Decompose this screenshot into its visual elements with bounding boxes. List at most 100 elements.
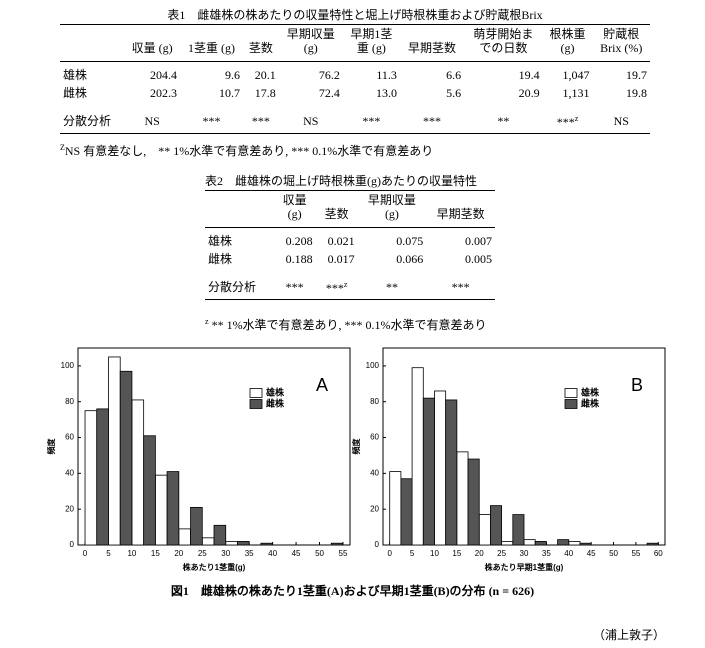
cell: *** — [202, 113, 221, 128]
y-tick-label: 80 — [370, 397, 379, 406]
x-tick-label: 0 — [83, 549, 88, 558]
bar — [108, 356, 121, 546]
y-tick-label: 20 — [65, 504, 74, 513]
header-cell: 早期茎数 — [426, 190, 495, 228]
row: 雄株 204.4 9.6 20.1 76.2 11.3 6.6 19.4 1,047 19.7 — [60, 62, 650, 85]
note-mark: z — [205, 317, 209, 326]
bar — [96, 408, 109, 546]
anova-row: 分散分析 NS *** *** NS *** *** ** ***z NS — [60, 102, 650, 134]
x-tick-label: 30 — [520, 549, 529, 558]
cell: 0.188 — [285, 252, 313, 266]
cell: *** — [251, 113, 270, 128]
x-tick-label: 25 — [497, 549, 506, 558]
table: 収量 (g) 茎数 早期収量 (g) 早期茎数 雄株 0.208 0.021 0.075 0.0… — [205, 190, 495, 300]
table: 収量 (g) 1茎重 (g) 茎数 早期収量 (g) 早期1茎 重 (g) 早期茎数 萌芽開… — [60, 24, 650, 134]
header-cell: 早期収量 (g) — [357, 190, 427, 228]
note-text: NS 有意差なし, ** 1%水準で有意差あり, *** 0.1%水準で有意差あ… — [64, 144, 434, 158]
legend-label: 雌株 — [581, 397, 600, 408]
bar — [445, 399, 458, 546]
cell: 1,047 — [562, 68, 590, 82]
legend-swatch — [564, 388, 578, 398]
bar — [330, 542, 344, 546]
cell: *** — [285, 279, 304, 294]
y-tick-label: 0 — [375, 540, 380, 549]
cell: 72.4 — [318, 86, 340, 100]
cell: ** — [385, 279, 398, 294]
header-cell: 収量 (g) — [124, 24, 181, 62]
cell: NS — [144, 113, 160, 128]
table-title: 表1 雌雄株の株あたりの収量特性と堀上げ時根株重および貯蔵根Brix — [167, 8, 543, 22]
bar — [154, 474, 168, 546]
bar — [178, 528, 191, 546]
x-tick-label: 5 — [106, 549, 111, 558]
y-tick-label: 40 — [65, 468, 74, 477]
x-tick-label: 20 — [475, 549, 484, 558]
cell: 6.6 — [446, 68, 462, 82]
header-cell: 1茎重 (g) — [180, 24, 244, 62]
figure-caption: 図1 雌雄株の株あたり1茎重(A)および早期1茎重(B)の分布 (n = 626… — [170, 584, 535, 598]
bar — [557, 539, 570, 546]
cell: *** — [451, 279, 470, 294]
x-axis-label: 株あたり早期1茎重(g) — [485, 562, 564, 572]
cell: NS — [303, 113, 319, 128]
x-tick-label: 10 — [430, 549, 439, 558]
cell: 76.2 — [318, 68, 340, 82]
bar — [646, 542, 659, 546]
cell: 0.007 — [465, 234, 492, 248]
x-tick-label: 30 — [221, 549, 230, 558]
row: 雌株 0.188 0.017 0.066 0.005 — [205, 250, 495, 268]
legend-swatch — [249, 388, 263, 398]
legend-swatch — [564, 399, 578, 409]
x-tick-label: 10 — [127, 549, 136, 558]
table-note: ZNS 有意差なし, ** 1%水準で有意差あり, *** 0.1%水準で有意差… — [60, 142, 433, 159]
cell: 13.0 — [375, 86, 397, 100]
header-cell: 茎数 — [243, 24, 279, 62]
cell: 20.9 — [518, 86, 540, 100]
bar — [568, 541, 581, 546]
bar — [201, 537, 215, 546]
x-tick-label: 40 — [268, 549, 277, 558]
note-text: ** 1%水準で有意差あり, *** 0.1%水準で有意差あり — [208, 318, 487, 332]
cell: 0.005 — [465, 252, 492, 266]
x-tick-label: 25 — [198, 549, 207, 558]
x-tick-label: 5 — [410, 549, 415, 558]
cell: 5.6 — [446, 86, 462, 100]
bar — [501, 541, 514, 546]
cell: 0.066 — [396, 252, 424, 266]
cell: 10.7 — [219, 86, 241, 100]
bar — [467, 458, 480, 546]
y-tick-label: 80 — [65, 397, 74, 406]
anova-row: 分散分析 *** ***z ** *** — [205, 268, 495, 300]
y-tick-label: 100 — [61, 361, 75, 370]
header-cell: 早期収量 (g) — [278, 24, 343, 62]
header-cell: 収量 (g) — [273, 190, 316, 228]
bar — [523, 539, 536, 546]
header-row: 収量 (g) 1茎重 (g) 茎数 早期収量 (g) 早期1茎 重 (g) 早期茎数 萌芽開… — [60, 24, 650, 62]
x-tick-label: 0 — [387, 549, 392, 558]
row: 雄株 0.208 0.021 0.075 0.007 — [205, 228, 495, 251]
header-row: 収量 (g) 茎数 早期収量 (g) 早期茎数 — [205, 190, 495, 228]
cell-mark: z — [574, 114, 579, 123]
bar — [213, 524, 227, 546]
legend-label: 雄株 — [580, 386, 600, 397]
y-axis-label: 頻度 — [46, 438, 56, 455]
bar — [478, 514, 491, 546]
legend-label: 雌株 — [266, 397, 285, 408]
row-label: 雄株 — [63, 68, 88, 82]
panel-label: A — [316, 375, 328, 395]
bar — [237, 541, 250, 546]
bar — [260, 542, 274, 546]
bar — [84, 410, 98, 546]
cell: 0.017 — [327, 252, 355, 266]
cell: 19.7 — [626, 68, 647, 82]
x-tick-label: 60 — [654, 549, 663, 558]
x-tick-label: 50 — [315, 549, 324, 558]
bar — [456, 451, 469, 546]
cell: 19.4 — [518, 68, 540, 82]
bar — [422, 397, 435, 546]
chart: 0 20 40 60 80 100 0 5 10 15 20 25 30 35 40 45 50 55 株あたり1茎… — [46, 347, 351, 572]
legend-label: 雄株 — [265, 386, 285, 397]
table-note: z ** 1%水準で有意差あり, *** 0.1%水準で有意差あり — [205, 316, 487, 333]
cell: 17.8 — [254, 86, 276, 100]
y-tick-label: 20 — [370, 504, 379, 513]
